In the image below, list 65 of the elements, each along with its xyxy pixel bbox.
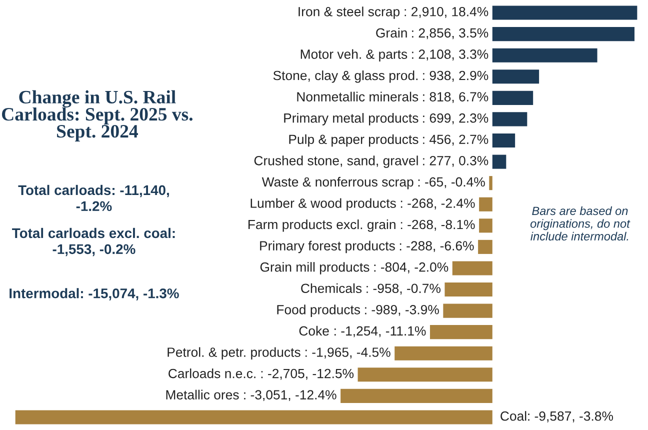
- data-label: : 818, 6.7%: [423, 92, 488, 104]
- bar: [479, 218, 492, 233]
- data-label: : -2,705, -12.5%: [261, 368, 354, 380]
- bar: [358, 368, 492, 382]
- annotation: Intermodal: -15,074, -1.3%: [10, 288, 179, 300]
- bar: [15, 410, 492, 424]
- data-label: : 2,910, 18.4%: [404, 6, 488, 18]
- y-tick-label: Chemicals: [301, 283, 362, 294]
- data-label: : -1,965, -4.5%: [306, 348, 390, 358]
- bar: [444, 282, 492, 297]
- bar: [394, 346, 492, 360]
- data-label: : -958, -0.7%: [366, 284, 440, 295]
- data-label: : -268, -2.4%: [400, 198, 475, 210]
- y-tick-label: Carloads n.e.c.: [168, 368, 256, 378]
- bar: [443, 304, 492, 318]
- data-label: : 938, 2.9%: [423, 70, 488, 82]
- y-tick-label: Metallic ores: [166, 390, 239, 400]
- y-tick-label: Nonmetallic minerals: [297, 92, 418, 102]
- bar: [492, 112, 528, 126]
- y-tick-label: Farm products excl. grain: [248, 219, 396, 232]
- bar: [452, 261, 492, 276]
- bar: [479, 197, 492, 212]
- y-tick-label: Petrol. & petr. products: [168, 347, 300, 360]
- data-label: : -268, -8.1%: [400, 220, 475, 231]
- bar: [492, 27, 634, 42]
- data-label: : -288, -6.6%: [400, 241, 474, 252]
- y-tick-label: Waste & nonferrous scrap: [262, 176, 414, 190]
- y-tick-label: Coke: [299, 326, 329, 336]
- data-label: : 456, 2.7%: [423, 134, 488, 146]
- data-label: : 2,856, 3.5%: [412, 28, 488, 40]
- bar: [492, 6, 638, 20]
- bar: [489, 176, 492, 190]
- data-label: : 2,108, 3.3%: [412, 50, 488, 60]
- data-label: : -9,587, -3.8%: [528, 411, 613, 422]
- y-tick-label: Grain: [376, 28, 407, 38]
- data-label: : -989, -3.9%: [365, 304, 439, 316]
- y-tick-label: Lumber & wood products: [250, 198, 396, 211]
- bar: [478, 240, 492, 254]
- text: Change in U.S. Rail Carloads: Sept. 2025 vs. Sept. 2024: [2, 90, 192, 142]
- y-tick-label: Primary metal products: [284, 113, 418, 126]
- bar: [340, 388, 492, 403]
- data-label: : -65, -0.4%: [418, 177, 485, 188]
- bar: [492, 133, 516, 148]
- data-label: : 277, 0.3%: [423, 156, 488, 167]
- annotation: Total carloads: -11,140, -1.2%: [18, 184, 169, 212]
- y-tick-label: Primary forest products: [260, 240, 395, 254]
- y-tick-label: Pulp & paper products: [289, 134, 418, 147]
- annotation: Total carloads excl. coal: -1,553, -0.2%: [12, 228, 175, 256]
- bar: [492, 70, 540, 84]
- y-tick-label: Food products: [277, 304, 360, 317]
- annotation: Bars are based on originations, do not include intermodal.: [530, 206, 630, 241]
- y-tick-label: Motor veh. & parts: [300, 49, 408, 62]
- bar: [492, 154, 506, 169]
- data-label: : -3,051, -12.4%: [244, 390, 336, 402]
- data-label: : -804, -2.0%: [374, 262, 448, 274]
- bar: [492, 48, 598, 62]
- data-label: : -1,254, -11.1%: [334, 326, 426, 338]
- bar: [430, 325, 492, 340]
- y-tick-label: Coal: [500, 411, 526, 421]
- y-tick-label: Grain mill products: [260, 262, 370, 274]
- y-tick-label: Stone, clay & glass prod.: [273, 70, 418, 83]
- bar: [492, 90, 534, 105]
- data-label: : 699, 2.3%: [423, 113, 488, 124]
- y-tick-label: Crushed stone, sand, gravel: [254, 156, 418, 168]
- y-tick-label: Iron & steel scrap: [298, 6, 400, 19]
